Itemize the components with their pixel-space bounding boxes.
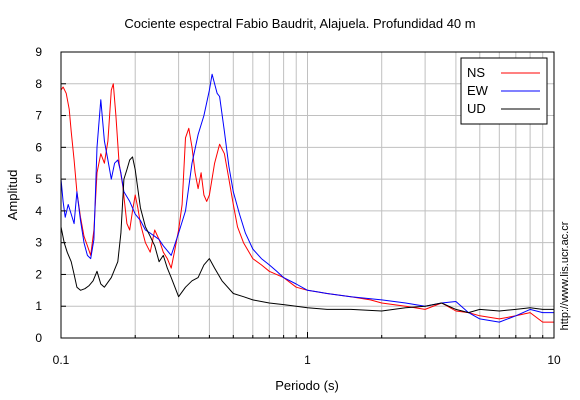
series-line-ud (60, 156, 554, 314)
x-tick-label: 10 (547, 353, 561, 367)
y-tick-label: 4 (35, 204, 42, 218)
chart-title: Cociente espectral Fabio Baudrit, Alajue… (124, 16, 475, 31)
y-tick-label: 8 (35, 77, 42, 91)
legend-items: NS EW UD (467, 65, 540, 116)
series-line-ew (60, 73, 554, 323)
x-tick-label: 1 (304, 353, 311, 367)
series-line-ns (60, 83, 554, 323)
y-tick-label: 5 (35, 172, 42, 186)
legend-label-ns: NS (467, 65, 485, 80)
y-tick-label: 1 (35, 299, 42, 313)
y-tick-label: 9 (35, 45, 42, 59)
website-url: http://www.lis.ucr.ac.cr (559, 221, 571, 330)
y-tick-label: 6 (35, 140, 42, 154)
axis-ticks: 0 1 2 3 4 5 6 7 8 9 0.1 1 10 (35, 45, 561, 367)
y-tick-label: 7 (35, 109, 42, 123)
y-tick-label: 3 (35, 236, 42, 250)
series-lines (60, 73, 554, 323)
legend-label-ud: UD (467, 101, 486, 116)
y-tick-label: 0 (35, 331, 42, 345)
x-axis-label: Periodo (s) (275, 378, 339, 393)
y-axis-label: Amplitud (5, 170, 20, 221)
legend: NS EW UD (460, 57, 548, 125)
y-tick-label: 2 (35, 267, 42, 281)
legend-label-ew: EW (467, 83, 489, 98)
x-tick-label: 0.1 (53, 353, 70, 367)
